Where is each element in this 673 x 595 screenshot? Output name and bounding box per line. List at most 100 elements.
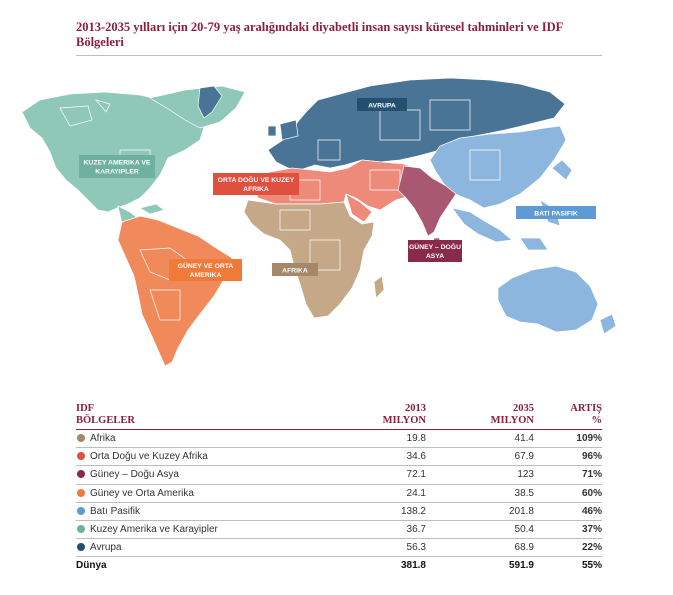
value-2035-text: 201.8 xyxy=(508,505,534,517)
region-name-text: Orta Doğu ve Kuzey Afrika xyxy=(90,451,208,463)
header-regions-line1: IDF xyxy=(76,403,95,414)
label-kuzey-amerika-line2: KARAYIPLER xyxy=(95,169,139,176)
region-color-dot xyxy=(77,525,85,534)
value-2035-text: 123 xyxy=(517,469,534,481)
label-orta-dogu: ORTA DOĞU VE KUZEY AFRIKA xyxy=(213,173,299,195)
value-2013: 138.2 xyxy=(336,502,426,521)
value-2035-text: 41.4 xyxy=(514,433,534,445)
increase-percent-text: 60% xyxy=(581,487,602,499)
increase-percent-text: 71% xyxy=(581,469,602,481)
header-increase: ARTIŞ% xyxy=(534,397,602,430)
value-2035: 67.9 xyxy=(426,447,534,467)
label-guney-orta-amerika-line2: AMERIKA xyxy=(190,272,222,279)
region-color-dot xyxy=(77,488,85,497)
label-orta-dogu-line1: ORTA DOĞU VE KUZEY xyxy=(218,175,295,184)
region-bati-pasifik[interactable] xyxy=(429,125,617,335)
region-name-text: Avrupa xyxy=(90,542,122,554)
header-2035-line1: 2035 xyxy=(513,403,534,414)
total-label: Dünya xyxy=(76,557,336,575)
increase-percent: 109% xyxy=(534,429,602,449)
value-2013: 34.6 xyxy=(336,447,426,467)
total-2035-text: 591.9 xyxy=(508,560,534,572)
table-row: Orta Doğu ve Kuzey Afrika 34.6 67.9 96% xyxy=(76,447,602,467)
value-2013-text: 72.1 xyxy=(406,469,426,481)
increase-percent: 71% xyxy=(534,465,602,485)
region-name-text: Güney ve Orta Amerika xyxy=(90,487,194,499)
label-guney-dogu-asya-line2: ASYA xyxy=(426,253,444,260)
table-row: Batı Pasifik 138.2 201.8 46% xyxy=(76,502,602,521)
value-2013-text: 19.8 xyxy=(406,433,426,445)
table-row: Güney ve Orta Amerika 24.1 38.5 60% xyxy=(76,484,602,503)
header-2013-line1: 2013 xyxy=(405,403,426,414)
label-afrika: AFRIKA xyxy=(272,263,318,276)
value-2013: 56.3 xyxy=(336,538,426,558)
label-guney-dogu-asya: GÜNEY – DOĞU ASYA xyxy=(408,240,462,262)
region-afrika[interactable] xyxy=(243,199,385,319)
header-2035: 2035 MILYON xyxy=(426,397,534,430)
value-2013: 72.1 xyxy=(336,465,426,485)
total-2013: 381.8 xyxy=(336,557,426,575)
value-2013-text: 36.7 xyxy=(406,524,426,536)
label-avrupa: AVRUPA xyxy=(357,98,407,111)
header-2035-line2: MILYON xyxy=(490,415,534,426)
table-total-row: Dünya 381.8 591.9 55% xyxy=(76,557,602,575)
value-2013-text: 138.2 xyxy=(400,505,426,517)
region-name-text: Afrika xyxy=(90,433,116,445)
header-2013: 2013 MILYON xyxy=(336,397,426,430)
increase-percent: 22% xyxy=(534,538,602,558)
region-name-text: Batı Pasifik xyxy=(90,505,141,517)
header-2013-line2: MILYON xyxy=(382,415,426,426)
value-2013: 24.1 xyxy=(336,484,426,503)
total-2035: 591.9 xyxy=(426,557,534,575)
region-guney-orta-amerika[interactable] xyxy=(117,215,233,367)
region-name: Afrika xyxy=(76,429,336,449)
label-avrupa-text: AVRUPA xyxy=(368,103,396,110)
table-row: Avrupa 56.3 68.9 22% xyxy=(76,538,602,558)
table-row: Kuzey Amerika ve Karayipler 36.7 50.4 37% xyxy=(76,520,602,540)
value-2035: 123 xyxy=(426,465,534,485)
region-name: Avrupa xyxy=(76,538,336,558)
header-increase-line2: % xyxy=(591,415,603,426)
header-regions-line2: BÖLGELER xyxy=(76,415,135,426)
region-color-dot xyxy=(77,452,85,461)
label-bati-pasifik: BATI PASIFIK xyxy=(516,206,596,219)
value-2013-text: 24.1 xyxy=(406,487,426,499)
title-divider xyxy=(76,55,602,56)
increase-percent: 46% xyxy=(534,502,602,521)
value-2035: 201.8 xyxy=(426,502,534,521)
label-bati-pasifik-text: BATI PASIFIK xyxy=(534,211,578,218)
region-name: Orta Doğu ve Kuzey Afrika xyxy=(76,447,336,467)
page-title: 2013-2035 yılları için 20-79 yaş aralığı… xyxy=(76,20,563,49)
total-2013-text: 381.8 xyxy=(400,560,426,572)
label-guney-orta-amerika-line1: GÜNEY VE ORTA xyxy=(178,261,234,270)
value-2035-text: 50.4 xyxy=(514,524,534,536)
label-guney-orta-amerika: GÜNEY VE ORTA AMERIKA xyxy=(169,259,242,281)
label-afrika-text: AFRIKA xyxy=(282,268,308,275)
region-name: Batı Pasifik xyxy=(76,502,336,521)
value-2013: 19.8 xyxy=(336,429,426,449)
value-2013: 36.7 xyxy=(336,520,426,540)
region-color-dot xyxy=(77,543,85,552)
header-regions: IDF BÖLGELER xyxy=(76,397,336,430)
total-increase-text: 55% xyxy=(581,560,602,572)
region-avrupa[interactable] xyxy=(197,77,566,171)
region-color-dot xyxy=(77,434,85,443)
total-label-text: Dünya xyxy=(76,560,107,572)
increase-percent-text: 109% xyxy=(576,433,602,445)
table-body: Afrika 19.8 41.4 109% Orta Doğu ve Kuzey Afr… xyxy=(76,429,602,575)
label-orta-dogu-line2: AFRIKA xyxy=(243,186,269,193)
world-map: AVRUPA KUZEY AMERIKA VE KARAYIPLER ORTA … xyxy=(21,77,617,367)
label-kuzey-amerika-line1: KUZEY AMERIKA VE xyxy=(84,160,151,167)
label-guney-dogu-asya-line1: GÜNEY – DOĞU xyxy=(409,242,461,251)
increase-percent-text: 96% xyxy=(581,451,602,463)
value-2035: 68.9 xyxy=(426,538,534,558)
table-header: IDF BÖLGELER 2013 MILYON 2035 MILYON ARTIŞ% xyxy=(76,397,602,430)
value-2035-text: 38.5 xyxy=(514,487,534,499)
value-2035-text: 67.9 xyxy=(514,451,534,463)
region-color-dot xyxy=(77,470,85,479)
total-increase: 55% xyxy=(534,557,602,575)
region-name: Güney ve Orta Amerika xyxy=(76,484,336,503)
header-increase-line1: ARTIŞ xyxy=(570,403,602,414)
increase-percent-text: 46% xyxy=(581,505,602,517)
increase-percent: 96% xyxy=(534,447,602,467)
